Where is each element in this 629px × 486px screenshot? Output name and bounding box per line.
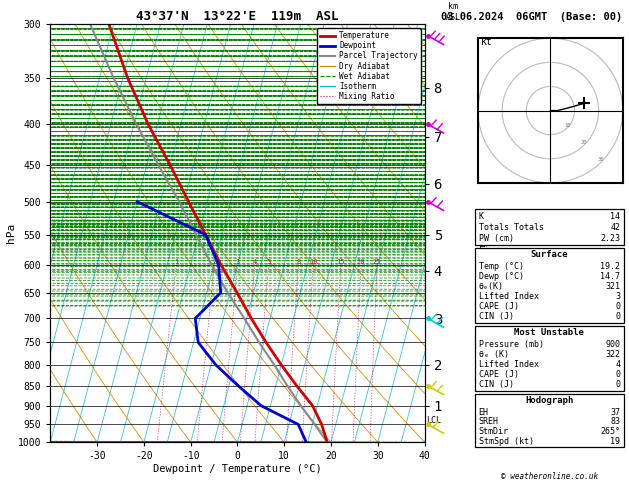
Text: kt: kt xyxy=(481,37,493,48)
Text: CAPE (J): CAPE (J) xyxy=(479,302,519,311)
Text: 0: 0 xyxy=(615,370,620,379)
Text: Dewp (°C): Dewp (°C) xyxy=(479,272,524,281)
Text: 0: 0 xyxy=(615,380,620,389)
Text: Most Unstable: Most Unstable xyxy=(515,328,584,337)
Text: 321: 321 xyxy=(605,282,620,291)
Text: SREH: SREH xyxy=(479,417,499,426)
Y-axis label: hPa: hPa xyxy=(6,223,16,243)
Text: 900: 900 xyxy=(605,340,620,349)
Text: 10: 10 xyxy=(309,259,318,265)
Text: CIN (J): CIN (J) xyxy=(479,380,514,389)
Text: 30: 30 xyxy=(598,157,604,162)
Text: θₑ (K): θₑ (K) xyxy=(479,350,509,359)
Title: 43°37'N  13°22'E  119m  ASL: 43°37'N 13°22'E 119m ASL xyxy=(136,10,338,23)
Text: 322: 322 xyxy=(605,350,620,359)
Text: 2.23: 2.23 xyxy=(600,234,620,243)
Text: PW (cm): PW (cm) xyxy=(479,234,514,243)
Text: LCL: LCL xyxy=(426,417,441,425)
Text: 37: 37 xyxy=(610,408,620,417)
Text: 25: 25 xyxy=(373,259,381,265)
Text: 20: 20 xyxy=(357,259,365,265)
Text: 15: 15 xyxy=(337,259,345,265)
Text: 4: 4 xyxy=(253,259,257,265)
Text: 14: 14 xyxy=(610,212,620,222)
Text: 83: 83 xyxy=(610,417,620,426)
Text: θₑ(K): θₑ(K) xyxy=(479,282,504,291)
Text: 2: 2 xyxy=(212,259,216,265)
Text: Pressure (mb): Pressure (mb) xyxy=(479,340,543,349)
Text: 20: 20 xyxy=(581,140,587,145)
Text: Hodograph: Hodograph xyxy=(525,396,574,405)
Text: CAPE (J): CAPE (J) xyxy=(479,370,519,379)
Text: 3: 3 xyxy=(235,259,240,265)
Text: 10: 10 xyxy=(564,123,571,128)
Text: 14.7: 14.7 xyxy=(600,272,620,281)
Text: 03.06.2024  06GMT  (Base: 00): 03.06.2024 06GMT (Base: 00) xyxy=(442,12,623,22)
Text: 5: 5 xyxy=(267,259,270,265)
Text: 42: 42 xyxy=(610,223,620,232)
Text: Temp (°C): Temp (°C) xyxy=(479,262,524,271)
Text: 19.2: 19.2 xyxy=(600,262,620,271)
Text: StmDir: StmDir xyxy=(479,427,509,436)
Text: 4: 4 xyxy=(615,360,620,369)
Text: Mixing Ratio (g/kg): Mixing Ratio (g/kg) xyxy=(477,227,486,323)
Text: 265°: 265° xyxy=(600,427,620,436)
Text: 19: 19 xyxy=(610,436,620,446)
Text: EH: EH xyxy=(479,408,489,417)
Text: © weatheronline.co.uk: © weatheronline.co.uk xyxy=(501,472,598,481)
Text: StmSpd (kt): StmSpd (kt) xyxy=(479,436,533,446)
Text: Lifted Index: Lifted Index xyxy=(479,292,538,301)
Text: K: K xyxy=(479,212,484,222)
Text: 0: 0 xyxy=(615,302,620,311)
Text: 0: 0 xyxy=(615,312,620,321)
Text: 3: 3 xyxy=(615,292,620,301)
Legend: Temperature, Dewpoint, Parcel Trajectory, Dry Adiabat, Wet Adiabat, Isotherm, Mi: Temperature, Dewpoint, Parcel Trajectory… xyxy=(317,28,421,104)
Text: 1: 1 xyxy=(174,259,179,265)
Text: km
ASL: km ASL xyxy=(445,2,460,22)
Text: CIN (J): CIN (J) xyxy=(479,312,514,321)
X-axis label: Dewpoint / Temperature (°C): Dewpoint / Temperature (°C) xyxy=(153,464,322,474)
Text: 8: 8 xyxy=(296,259,301,265)
Text: Surface: Surface xyxy=(531,250,568,260)
Text: Lifted Index: Lifted Index xyxy=(479,360,538,369)
Text: Totals Totals: Totals Totals xyxy=(479,223,543,232)
